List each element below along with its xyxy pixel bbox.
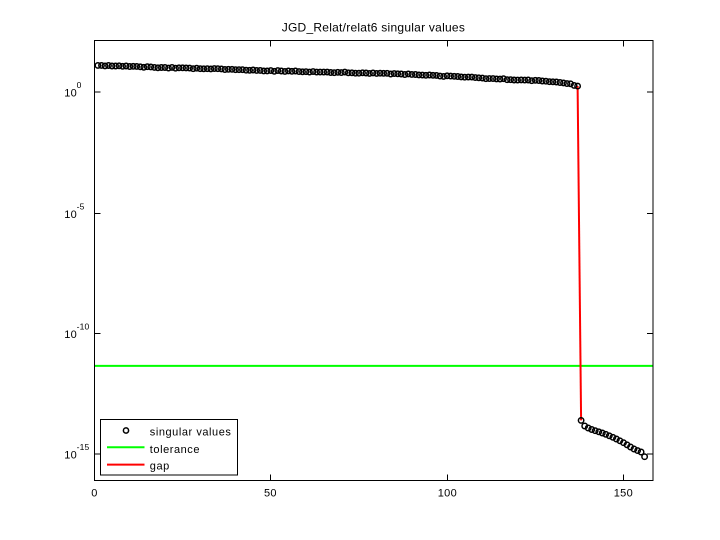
svg-text:JGD_Relat/relat6 singular valu: JGD_Relat/relat6 singular values <box>282 21 465 35</box>
svg-text:10: 10 <box>64 209 77 221</box>
svg-text:10: 10 <box>64 329 77 341</box>
svg-text:-5: -5 <box>77 202 85 212</box>
svg-text:150: 150 <box>614 488 633 500</box>
svg-text:10: 10 <box>64 450 77 462</box>
svg-text:10: 10 <box>64 88 77 100</box>
svg-text:0: 0 <box>91 488 97 500</box>
svg-text:gap: gap <box>150 461 170 473</box>
svg-text:0: 0 <box>77 80 82 90</box>
svg-text:-15: -15 <box>77 442 90 452</box>
svg-text:singular values: singular values <box>150 426 232 438</box>
svg-text:50: 50 <box>264 488 277 500</box>
svg-text:tolerance: tolerance <box>150 444 200 456</box>
svg-text:100: 100 <box>438 488 457 500</box>
svg-text:-10: -10 <box>77 322 90 332</box>
